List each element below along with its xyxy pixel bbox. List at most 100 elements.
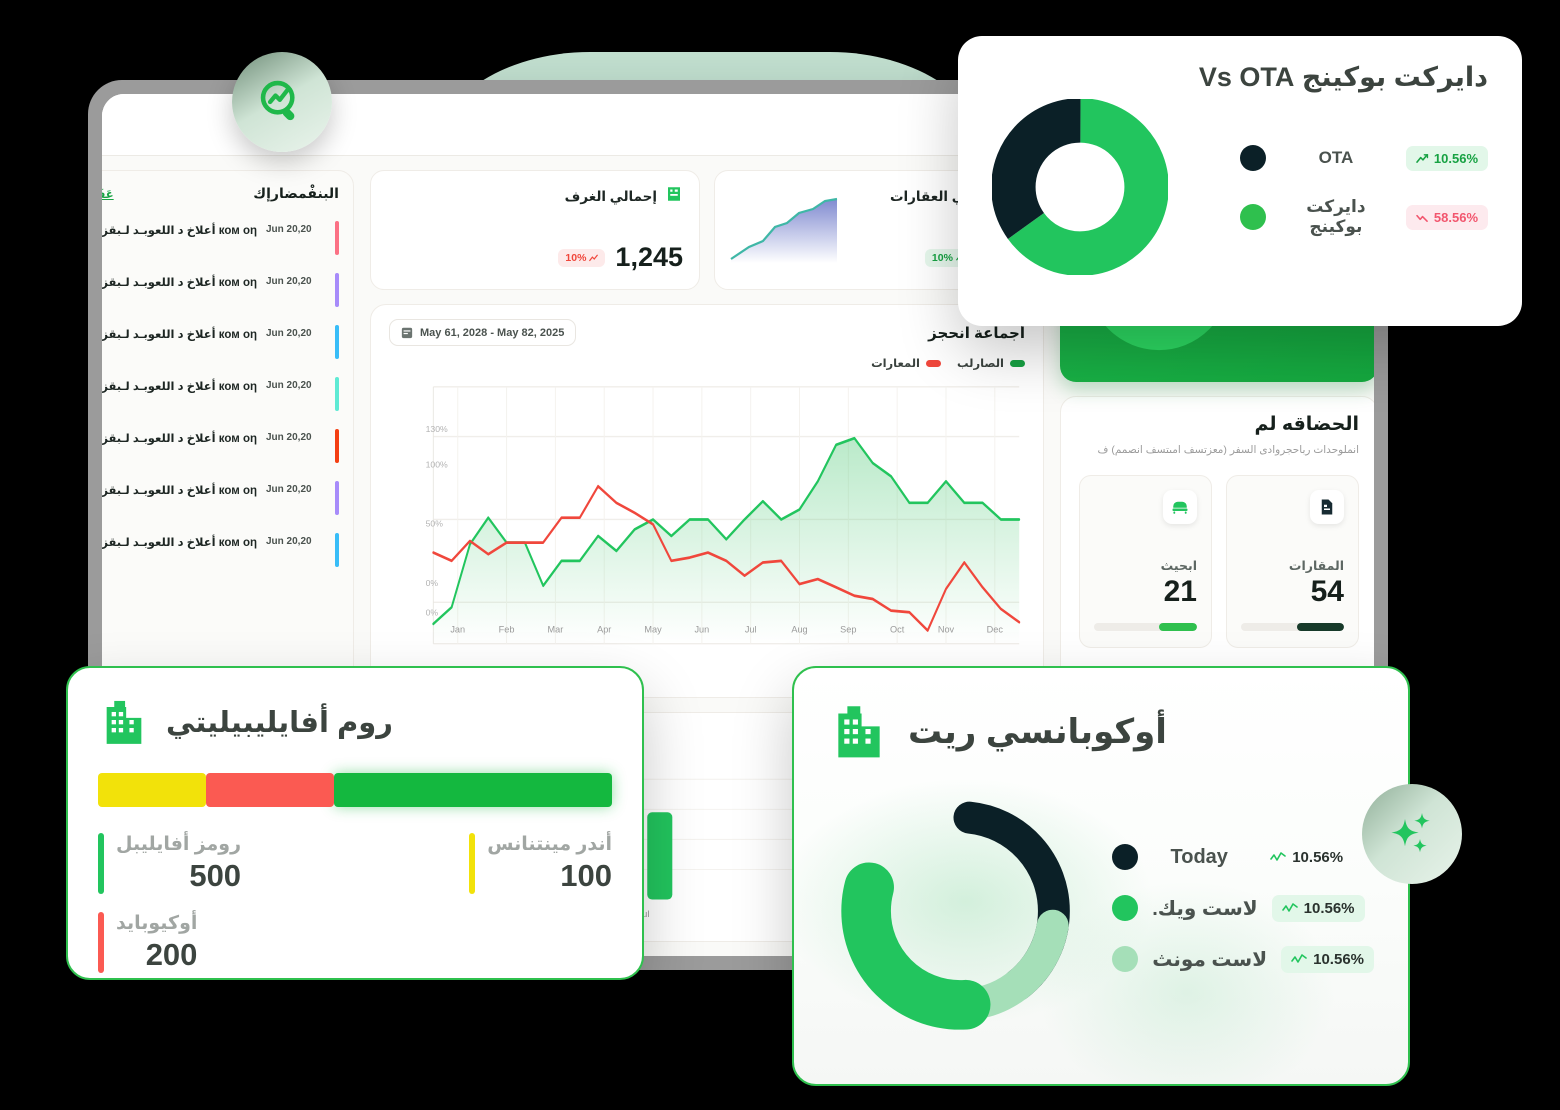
svg-text:Apr: Apr [597, 625, 611, 635]
occupancy-legend-row[interactable]: لاست مونث 10.56% [1112, 945, 1374, 973]
building-icon [828, 698, 890, 765]
kpi-trend-value: 10% [931, 251, 953, 264]
svg-text:100%: 100% [426, 460, 448, 470]
kpi-trend-chip: 10% [558, 248, 606, 267]
list-item-color-mark [335, 429, 339, 463]
svg-text:Dec: Dec [987, 625, 1004, 635]
svg-text:0%: 0% [426, 607, 439, 617]
list-item-date: Jun 20,20 [266, 484, 312, 495]
arrow-down-icon [1416, 214, 1428, 222]
chart-title: أجماعة انحجز [928, 324, 1025, 342]
hotel-icon [665, 185, 683, 208]
stat-occupied: أوكيوبايد 200 [98, 912, 241, 973]
svg-text:Jul: Jul [745, 625, 757, 635]
stat-rule [98, 912, 104, 973]
portfolio-description: انملوحدات رباحجروادى السفر (معزتسف امىتس… [1097, 444, 1359, 456]
chart-magnifier-icon [260, 80, 295, 121]
occupancy-legend-label: لاست ويك. [1152, 897, 1258, 920]
availability-stats-left: أندر مينتنانس 100 [469, 833, 612, 973]
line-plot: 130% 100% 50% 0% 0% Jan Feb Mar Apr May Jun Jul Aug S… [389, 376, 1025, 687]
occupancy-legend-row[interactable]: Today 10.56% [1112, 844, 1374, 871]
list-item-date: Jun 20,20 [266, 432, 312, 443]
legend-swatch [1239, 204, 1266, 230]
arrow-down-icon [589, 254, 599, 262]
availability-segment-bar [98, 773, 612, 807]
svg-text:Nov: Nov [938, 625, 955, 635]
stat-tile-properties[interactable]: المقارات 54 [1226, 474, 1359, 648]
availability-stats: أندر مينتنانس 100 رومز أفايليبل 500 [98, 833, 612, 973]
kpi-sparkline [730, 197, 838, 263]
trend-line-icon [1270, 852, 1287, 861]
arrow-up-icon [1416, 153, 1429, 163]
activity-list-title: البنفْمضارإك [253, 185, 339, 201]
list-item-color-mark [335, 273, 339, 307]
occupancy-legend-label: لاست مونث [1152, 948, 1268, 971]
activity-view-all-link[interactable]: عَفَرصل [102, 188, 114, 201]
list-item-color-mark [335, 377, 339, 411]
svg-text:Jan: Jan [450, 625, 465, 635]
list-item[interactable]: Jun 20,20 ком оη أعلاخ د اللعوبـد لـبقز ب… [102, 264, 339, 316]
stat-tile-value: 21 [1163, 574, 1197, 608]
occupancy-head: أوكوبانسي ريت [828, 698, 1374, 765]
legend-item-green[interactable]: الصارلب [957, 356, 1025, 370]
stat-maintenance: أندر مينتنانس 100 [469, 833, 612, 894]
ota-card-body: OTA 10.56% دايركت بوكينج 58.56% [992, 99, 1488, 275]
occupancy-trend-chip: 10.56% [1260, 844, 1353, 871]
chart-legend: الصارلب المعارات [389, 356, 1025, 370]
occupancy-legend-label: Today [1170, 845, 1228, 868]
legend-swatch [1010, 359, 1025, 367]
stat-tile-rooms[interactable]: ابحيث 21 [1079, 474, 1212, 648]
list-item[interactable]: Jun 20,20 ком оη أعلاخ د اللعوبـد لـبقز ب… [102, 368, 339, 420]
stat-value: 200 [145, 937, 198, 972]
occupancy-legend-row[interactable]: لاست ويك. 10.56% [1112, 894, 1374, 922]
list-item[interactable]: Jun 20,20 ком оη أعلاخ د اللعوبـد لـبقز ب… [102, 316, 339, 368]
stat-label: رومز أفايليبل [116, 834, 242, 855]
ota-card-title: دايركت بوكينج Vs OTA [1198, 62, 1488, 92]
list-item-color-mark [335, 533, 339, 567]
stat-tile-label: المقارات [1288, 558, 1344, 573]
svg-text:May: May [644, 625, 662, 635]
list-item-title: ком оη أعلاخ د اللعوبـد لـبقز بـ [102, 381, 257, 393]
ota-trend-chip: 10.56% [1405, 145, 1488, 171]
stat-rule [469, 833, 476, 894]
list-item[interactable]: Jun 20,20 ком оη أعلاخ د اللعوبـد لـبقز ب… [102, 420, 339, 472]
svg-text:Aug: Aug [791, 625, 807, 635]
kpi-card-rooms[interactable]: إحمالي الغرف 1,245 10% [370, 170, 700, 290]
list-item[interactable]: Jun 20,20 ком оη أعلاخ د اللعوبـد لـبقز ب… [102, 472, 339, 524]
ota-legend-label: OTA [1318, 148, 1354, 167]
occupancy-trend-chip: 10.56% [1271, 894, 1365, 922]
list-item-title: ком оη أعلاخ د اللعوبـد لـبقز بـ [102, 329, 257, 341]
list-item-title: ком оη أعلاخ د اللعوبـد لـبقز بـ [102, 485, 257, 497]
availability-stats-right: رومز أفايليبل 500 أوكيوبايد 200 [98, 833, 241, 973]
list-item[interactable]: Jun 20,20 ком оη أعلاخ د اللعوبـد لـبقز ب… [102, 524, 339, 576]
svg-text:50%: 50% [426, 519, 444, 529]
chart-head: أجماعة انحجز May 61, 2028 - May 82, 2025 [389, 319, 1025, 346]
trend-line-icon [1291, 954, 1307, 963]
segment-available [334, 773, 612, 807]
kpi-value: 1,245 [615, 242, 683, 272]
kpi-row: إحمالي العقارات [370, 170, 1044, 290]
middle-column: إحمالي العقارات [370, 170, 1044, 942]
stat-tile-progress [1241, 622, 1344, 631]
ota-legend-row[interactable]: دايركت بوكينج 58.56% [1239, 197, 1488, 237]
list-item-date: Jun 20,20 [266, 380, 312, 391]
list-item-title: ком оη أعلاخ د اللعوبـد لـبقز بـ [102, 433, 257, 445]
legend-item-red[interactable]: المعارات [871, 356, 941, 370]
date-range-picker[interactable]: May 61, 2028 - May 82, 2025 [389, 319, 577, 346]
ota-legend-row[interactable]: OTA 10.56% [1239, 145, 1488, 171]
segment-maintenance [98, 773, 206, 807]
stat-rule [98, 833, 104, 894]
list-item-title: ком оη أعلاخ د اللعوبـد لـبقز بـ [102, 277, 257, 289]
document-icon [1310, 489, 1344, 524]
occupancy-donut-chart [841, 792, 1079, 1030]
list-item-color-mark [335, 325, 339, 359]
date-range-text: May 61, 2028 - May 82, 2025 [420, 326, 565, 339]
ota-trend-chip: 58.56% [1405, 204, 1488, 230]
list-item-date: Jun 20,20 [266, 224, 312, 235]
kpi-head: إحمالي الغرف [387, 185, 683, 208]
svg-text:0%: 0% [426, 578, 439, 588]
list-item[interactable]: Jun 20,20 ком оη أعلاخ د اللعوبـد لـبقز ب… [102, 212, 339, 264]
svg-text:Oct: Oct [890, 625, 905, 635]
ota-donut-chart [992, 99, 1168, 275]
sparkle-badge [1362, 784, 1462, 884]
